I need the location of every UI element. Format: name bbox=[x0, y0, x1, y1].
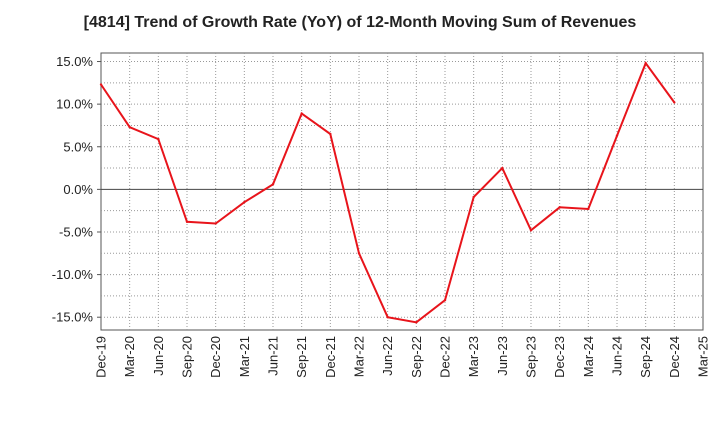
x-tick-label: Sep-23 bbox=[524, 336, 539, 378]
data-point bbox=[214, 222, 217, 225]
y-tick-label: 15.0% bbox=[56, 54, 93, 69]
data-point bbox=[357, 252, 361, 255]
data-point bbox=[128, 125, 131, 129]
x-tick-label: Jun-24 bbox=[610, 336, 625, 376]
x-tick-label: Dec-24 bbox=[667, 336, 682, 378]
data-point bbox=[644, 62, 647, 65]
x-tick-label: Dec-23 bbox=[552, 336, 567, 378]
x-tick-label: Jun-20 bbox=[151, 336, 166, 376]
data-point bbox=[615, 134, 619, 137]
data-point bbox=[529, 229, 533, 232]
y-tick-label: -15.0% bbox=[52, 310, 94, 325]
data-point bbox=[558, 206, 561, 209]
x-tick-label: Mar-22 bbox=[352, 336, 367, 377]
y-tick-label: 5.0% bbox=[63, 139, 93, 154]
x-tick-label: Dec-21 bbox=[323, 336, 338, 378]
data-point bbox=[271, 183, 275, 186]
data-point bbox=[329, 132, 332, 136]
x-tick-label: Mar-20 bbox=[122, 336, 137, 377]
x-tick-label: Mar-21 bbox=[237, 336, 252, 377]
data-point bbox=[243, 200, 246, 204]
y-tick-label: 0.0% bbox=[63, 182, 93, 197]
x-tick-label: Dec-22 bbox=[438, 336, 453, 378]
x-tick-label: Sep-22 bbox=[409, 336, 424, 378]
x-tick-label: Mar-25 bbox=[696, 336, 711, 377]
plot-area bbox=[100, 52, 704, 331]
chart-title: [4814] Trend of Growth Rate (YoY) of 12-… bbox=[83, 14, 637, 31]
x-tick-label: Jun-21 bbox=[266, 336, 281, 376]
data-point bbox=[415, 321, 418, 324]
data-point bbox=[300, 112, 303, 115]
y-tick-label: 10.0% bbox=[56, 97, 93, 112]
data-point bbox=[673, 101, 676, 104]
data-point bbox=[587, 207, 590, 211]
x-tick-label: Jun-23 bbox=[495, 336, 510, 376]
x-tick-label: Mar-24 bbox=[581, 336, 596, 377]
data-point bbox=[443, 298, 447, 302]
x-tick-label: Sep-20 bbox=[180, 336, 195, 378]
data-point bbox=[472, 195, 475, 199]
x-tick-label: Jun-22 bbox=[380, 336, 395, 376]
data-point bbox=[386, 316, 389, 319]
x-tick-label: Sep-24 bbox=[638, 336, 653, 378]
x-tick-label: Sep-21 bbox=[294, 336, 309, 378]
x-tick-label: Dec-20 bbox=[208, 336, 223, 378]
x-tick-label: Mar-23 bbox=[466, 336, 481, 377]
data-point bbox=[157, 137, 160, 141]
y-tick-label: -10.0% bbox=[52, 267, 94, 282]
data-point bbox=[501, 166, 504, 170]
data-point bbox=[185, 220, 189, 223]
y-tick-label: -5.0% bbox=[59, 224, 93, 239]
x-tick-label: Dec-19 bbox=[94, 336, 109, 378]
data-point bbox=[99, 83, 103, 86]
